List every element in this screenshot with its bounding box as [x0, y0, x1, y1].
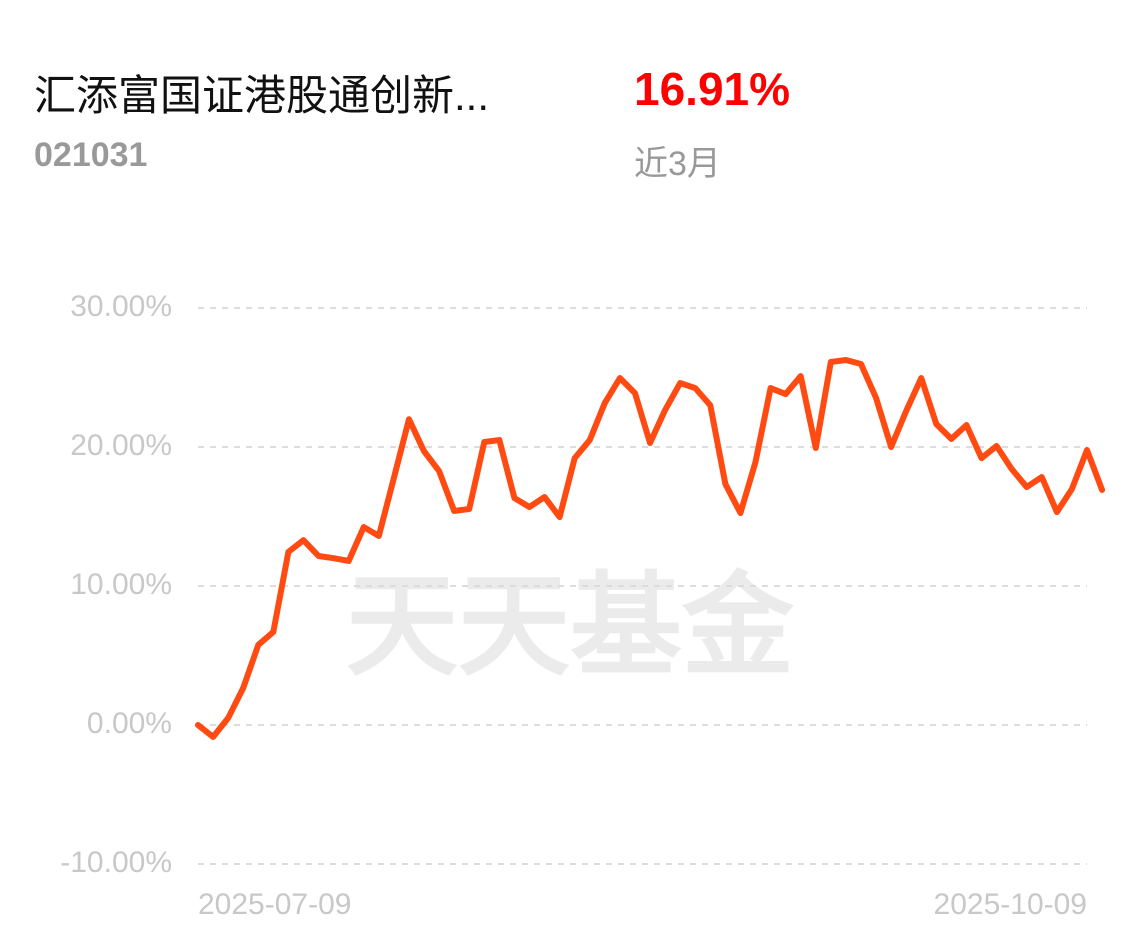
y-tick-label: 10.00% — [70, 568, 172, 601]
watermark: 天天基金 — [346, 564, 795, 689]
y-tick-label: 0.00% — [87, 707, 172, 740]
period-label: 近3月 — [634, 145, 721, 183]
y-tick-label: -10.00% — [60, 846, 172, 879]
x-tick-label: 2025-07-09 — [198, 888, 351, 921]
line-series — [195, 356, 1106, 740]
y-tick-label: 30.00% — [70, 290, 172, 323]
fund-return: 16.91% — [634, 63, 791, 115]
fund-title[interactable]: 汇添富国证港股通创新... — [34, 72, 490, 119]
x-tick-label: 2025-10-09 — [934, 888, 1087, 921]
y-tick-label: 20.00% — [70, 429, 172, 462]
fund-code: 021031 — [34, 136, 148, 174]
